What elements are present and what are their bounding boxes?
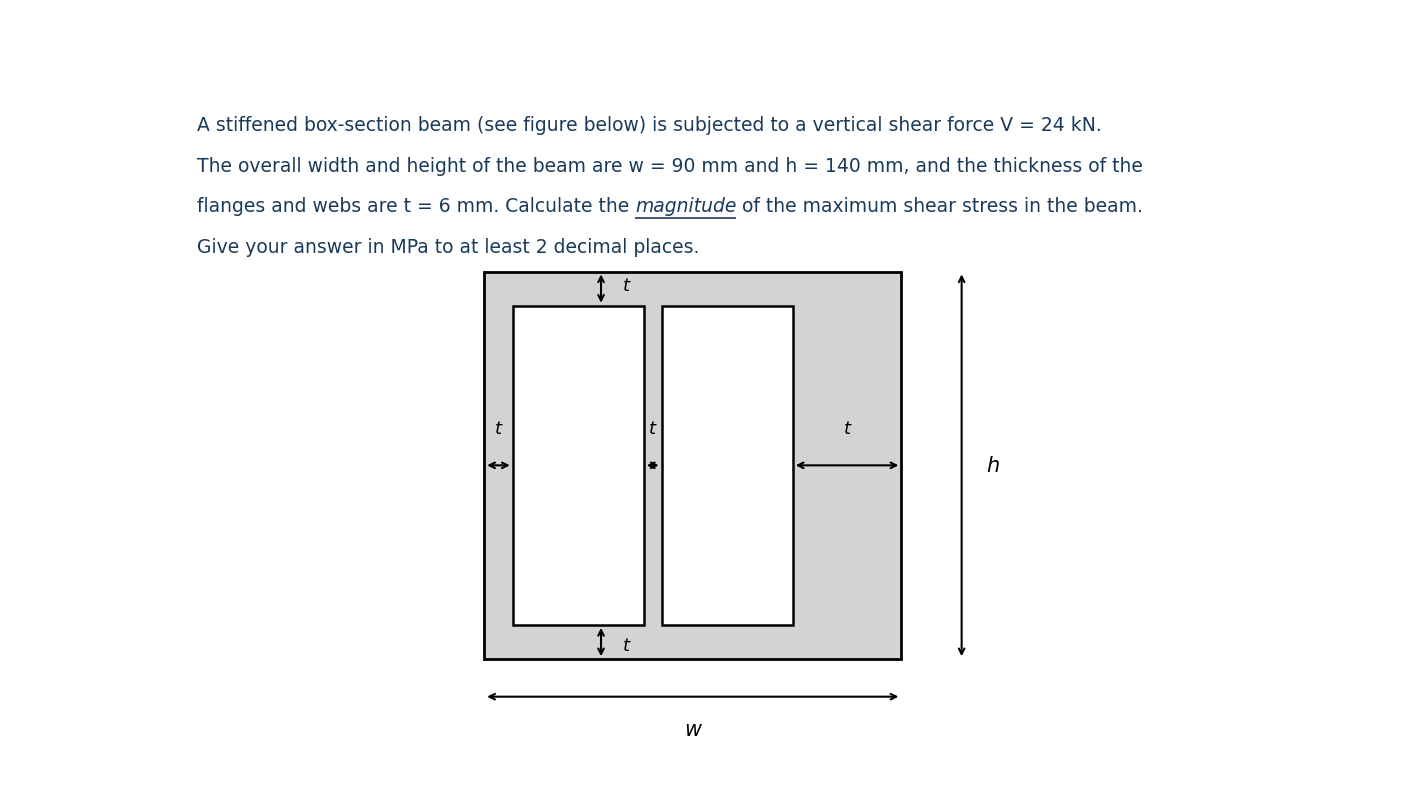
- Bar: [661, 307, 793, 625]
- Text: h: h: [986, 456, 1000, 476]
- Text: t: t: [844, 419, 851, 438]
- Text: t: t: [623, 637, 630, 654]
- Text: t: t: [650, 419, 656, 438]
- Text: w: w: [684, 719, 701, 739]
- Text: flanges and webs are t = 6 mm. Calculate the: flanges and webs are t = 6 mm. Calculate…: [197, 197, 634, 217]
- Bar: [484, 272, 902, 659]
- Text: The overall width and height of the beam are w = 90 mm and h = 140 mm, and the t: The overall width and height of the beam…: [197, 157, 1143, 176]
- Text: of the maximum shear stress in the beam.: of the maximum shear stress in the beam.: [736, 197, 1143, 217]
- Text: t: t: [496, 419, 501, 438]
- Text: t: t: [623, 277, 630, 295]
- Text: Give your answer in MPa to at least 2 decimal places.: Give your answer in MPa to at least 2 de…: [197, 238, 700, 257]
- Text: magnitude: magnitude: [634, 197, 736, 217]
- Text: A stiffened box-section beam (see figure below) is subjected to a vertical shear: A stiffened box-section beam (see figure…: [197, 116, 1102, 135]
- Bar: [513, 307, 644, 625]
